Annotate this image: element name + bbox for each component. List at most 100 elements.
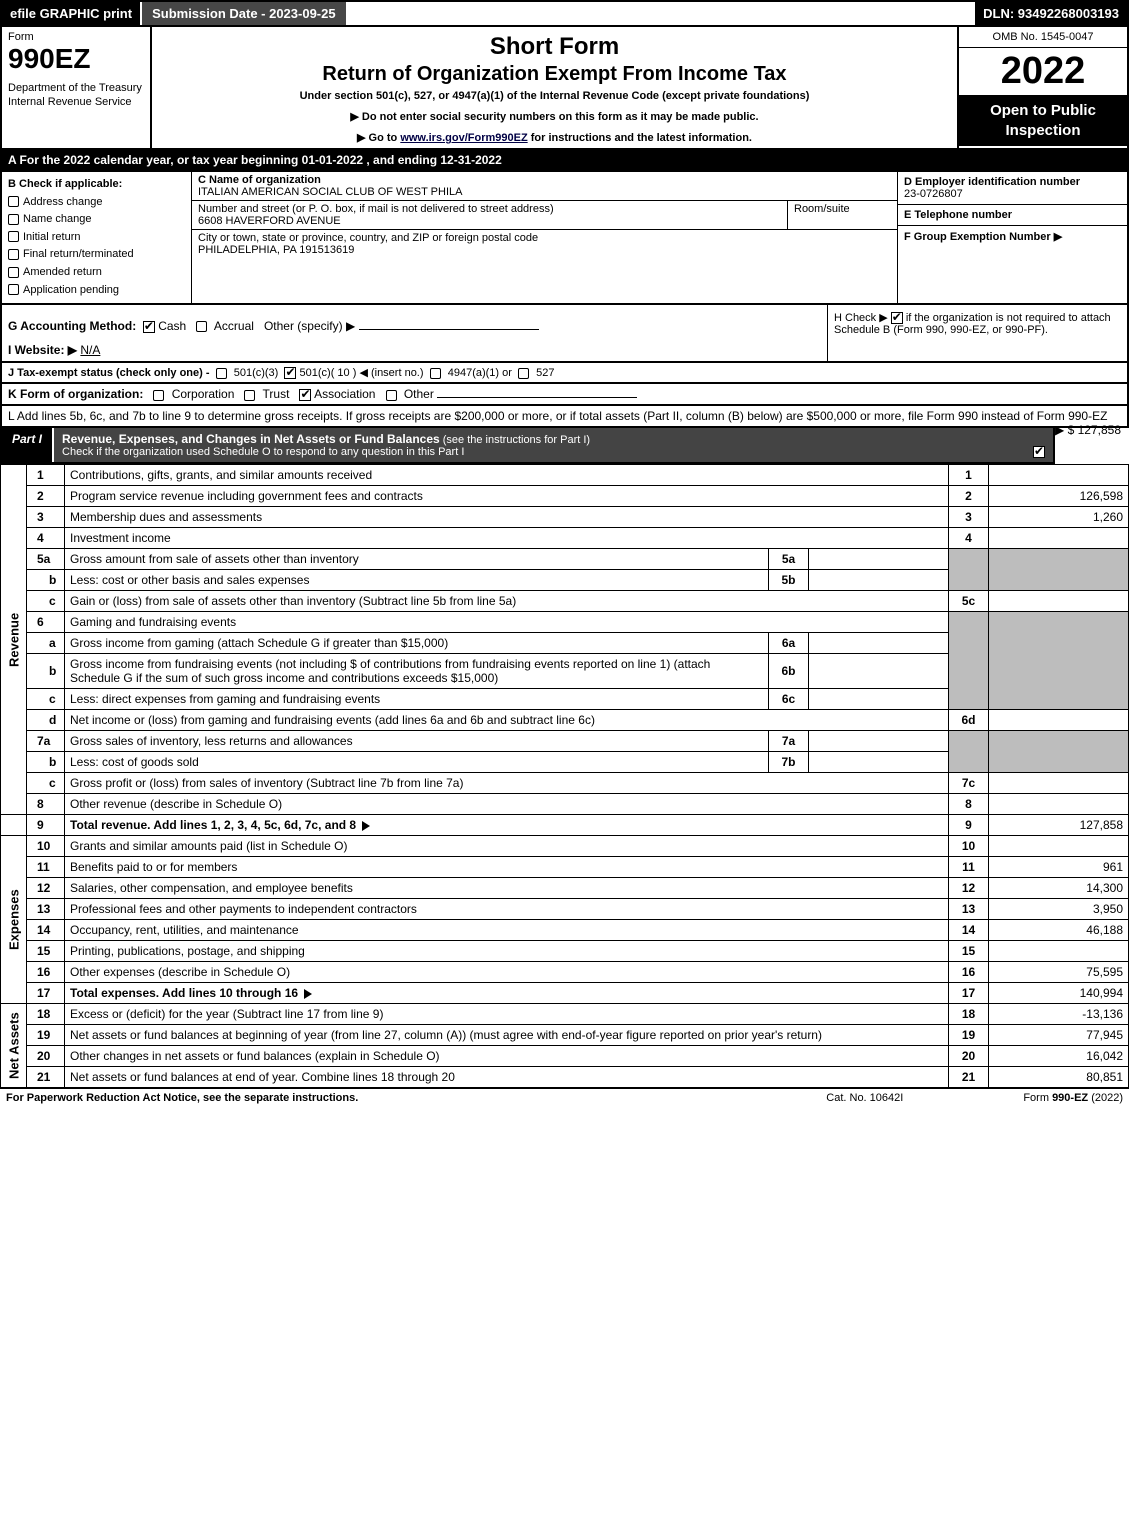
chk-final-return[interactable] (8, 249, 19, 260)
lbl-accrual: Accrual (214, 319, 254, 333)
header-center: Short Form Return of Organization Exempt… (152, 27, 957, 148)
room-label: Room/suite (794, 203, 850, 215)
part-i-table: Revenue 1 Contributions, gifts, grants, … (0, 464, 1129, 1088)
lbl-name-change: Name change (23, 213, 92, 225)
row-5c-desc: Gain or (loss) from sale of assets other… (70, 594, 516, 608)
chk-cash[interactable] (143, 321, 155, 333)
row-21-desc: Net assets or fund balances at end of ye… (70, 1070, 455, 1084)
e-label: E Telephone number (904, 209, 1012, 221)
chk-assoc[interactable] (299, 389, 311, 401)
other-specify-input[interactable] (359, 329, 539, 330)
line-a-period: A For the 2022 calendar year, or tax yea… (0, 150, 1129, 172)
lbl-527: 527 (536, 367, 554, 379)
row-7c-val (989, 773, 1129, 794)
row-14-val: 46,188 (989, 920, 1129, 941)
other-org-input[interactable] (437, 397, 637, 398)
row-10-num: 10 (949, 836, 989, 857)
chk-address-change[interactable] (8, 196, 19, 207)
row-6c-inval[interactable] (809, 689, 949, 710)
row-6d-num: 6d (949, 710, 989, 731)
lbl-other-org: Other (404, 387, 434, 401)
chk-4947[interactable] (430, 368, 441, 379)
line-l-gross-receipts: L Add lines 5b, 6c, and 7b to line 9 to … (0, 406, 1129, 428)
row-21-num: 21 (949, 1067, 989, 1088)
chk-other-org[interactable] (386, 390, 397, 401)
f-label: F Group Exemption Number ▶ (904, 231, 1062, 243)
b-header: B Check if applicable: (8, 176, 185, 194)
row-5a-inval[interactable] (809, 549, 949, 570)
row-9-num: 9 (949, 815, 989, 836)
lbl-amended-return: Amended return (23, 266, 102, 278)
goto-notice: ▶ Go to www.irs.gov/Form990EZ for instru… (160, 131, 949, 144)
row-6a-inval[interactable] (809, 633, 949, 654)
line-g-h: G Accounting Method: Cash Accrual Other … (0, 305, 1129, 363)
row-5b-inval[interactable] (809, 570, 949, 591)
part-i-title-rest: (see the instructions for Part I) (440, 434, 590, 446)
row-20-val: 16,042 (989, 1046, 1129, 1067)
chk-initial-return[interactable] (8, 231, 19, 242)
row-17-val: 140,994 (989, 983, 1129, 1004)
chk-accrual[interactable] (196, 321, 207, 332)
chk-schedule-o[interactable] (1033, 446, 1045, 458)
irs-link[interactable]: www.irs.gov/Form990EZ (400, 132, 527, 144)
row-7b-inval[interactable] (809, 752, 949, 773)
j-label: J Tax-exempt status (check only one) - (8, 367, 210, 379)
vlabel-net-assets: Net Assets (1, 1004, 27, 1088)
city-value: PHILADELPHIA, PA 191513619 (198, 244, 354, 256)
lbl-4947: 4947(a)(1) or (448, 367, 512, 379)
row-6b-inval[interactable] (809, 654, 949, 689)
omb-number: OMB No. 1545-0047 (959, 27, 1127, 48)
row-11-num: 11 (949, 857, 989, 878)
row-7c-desc: Gross profit or (loss) from sales of inv… (70, 776, 463, 790)
row-17-num: 17 (949, 983, 989, 1004)
row-5a-desc: Gross amount from sale of assets other t… (70, 552, 359, 566)
chk-527[interactable] (518, 368, 529, 379)
chk-amended-return[interactable] (8, 267, 19, 278)
chk-501c3[interactable] (216, 368, 227, 379)
row-4-desc: Investment income (70, 531, 171, 545)
chk-corp[interactable] (153, 390, 164, 401)
lbl-application-pending: Application pending (23, 284, 119, 296)
row-18-num: 18 (949, 1004, 989, 1025)
chk-trust[interactable] (244, 390, 255, 401)
row-20-num: 20 (949, 1046, 989, 1067)
h-schedule-b: H Check ▶ if the organization is not req… (827, 305, 1127, 361)
row-5a-box: 5a (769, 549, 809, 570)
chk-h[interactable] (891, 312, 903, 324)
row-11-val: 961 (989, 857, 1129, 878)
submission-date: Submission Date - 2023-09-25 (140, 2, 346, 25)
page-footer: For Paperwork Reduction Act Notice, see … (0, 1088, 1129, 1107)
col-def: D Employer identification number 23-0726… (897, 172, 1127, 303)
tax-year: 2022 (959, 48, 1127, 95)
row-14-desc: Occupancy, rent, utilities, and maintena… (70, 923, 299, 937)
ein-value: 23-0726807 (904, 188, 963, 200)
chk-name-change[interactable] (8, 214, 19, 225)
row-6d-desc: Net income or (loss) from gaming and fun… (70, 713, 595, 727)
efile-print-button[interactable]: efile GRAPHIC print (2, 2, 140, 25)
row-11-desc: Benefits paid to or for members (70, 860, 237, 874)
row-2-num: 2 (949, 486, 989, 507)
row-6b-desc: Gross income from fundraising events (no… (70, 657, 710, 685)
vlabel-expenses: Expenses (1, 836, 27, 1004)
row-7a-inval[interactable] (809, 731, 949, 752)
part-i-check-text: Check if the organization used Schedule … (62, 446, 464, 458)
lbl-address-change: Address change (23, 196, 103, 208)
chk-501c[interactable] (284, 367, 296, 379)
row-13-desc: Professional fees and other payments to … (70, 902, 417, 916)
lbl-final-return: Final return/terminated (23, 248, 134, 260)
row-17-desc: Total expenses. Add lines 10 through 16 (70, 986, 298, 1000)
row-5c-val (989, 591, 1129, 612)
footer-right-post: (2022) (1088, 1092, 1123, 1104)
part-i-header: Part I Revenue, Expenses, and Changes in… (0, 428, 1055, 464)
footer-form-no: 990-EZ (1052, 1092, 1088, 1104)
l-amount: ▶ $ 127,858 (1055, 423, 1121, 437)
d-label: D Employer identification number (904, 176, 1080, 188)
row-6c-desc: Less: direct expenses from gaming and fu… (70, 692, 380, 706)
part-i-title-bold: Revenue, Expenses, and Changes in Net As… (62, 432, 440, 446)
title-return: Return of Organization Exempt From Incom… (160, 63, 949, 86)
row-6-desc: Gaming and fundraising events (70, 615, 236, 629)
lbl-initial-return: Initial return (23, 231, 80, 243)
row-19-val: 77,945 (989, 1025, 1129, 1046)
row-8-desc: Other revenue (describe in Schedule O) (70, 797, 282, 811)
chk-application-pending[interactable] (8, 284, 19, 295)
